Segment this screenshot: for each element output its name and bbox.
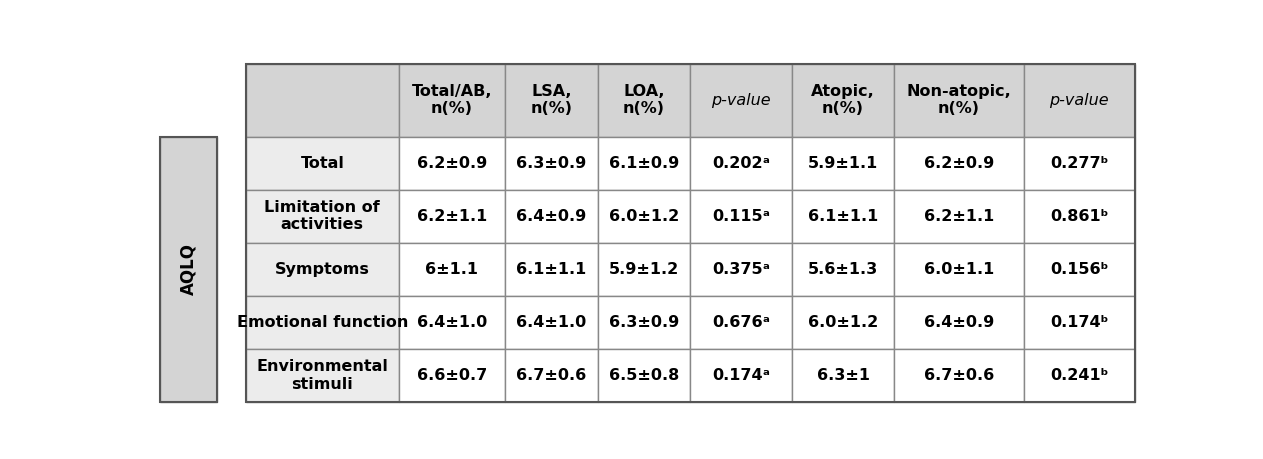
- Bar: [894, 64, 1023, 137]
- Text: 6.0±1.1: 6.0±1.1: [923, 262, 994, 277]
- Bar: [597, 243, 691, 296]
- Bar: [792, 349, 894, 402]
- Bar: [399, 296, 505, 349]
- Bar: [597, 190, 691, 243]
- Bar: [505, 349, 597, 402]
- Bar: [691, 64, 792, 137]
- Bar: [505, 296, 597, 349]
- Text: 0.277ᵇ: 0.277ᵇ: [1050, 156, 1109, 171]
- Text: 5.9±1.2: 5.9±1.2: [609, 262, 679, 277]
- Text: 6.4±1.0: 6.4±1.0: [517, 315, 586, 330]
- Bar: [399, 137, 505, 190]
- Text: 0.861ᵇ: 0.861ᵇ: [1050, 209, 1109, 224]
- Bar: [1023, 137, 1134, 190]
- Bar: [246, 137, 399, 190]
- Bar: [894, 190, 1023, 243]
- Bar: [691, 190, 792, 243]
- Text: 6.2±0.9: 6.2±0.9: [417, 156, 488, 171]
- Text: 6.4±0.9: 6.4±0.9: [923, 315, 994, 330]
- Bar: [792, 190, 894, 243]
- Text: LOA,
n(%): LOA, n(%): [623, 84, 666, 117]
- Text: 6.7±0.6: 6.7±0.6: [923, 368, 994, 383]
- Text: 6.3±1: 6.3±1: [817, 368, 870, 383]
- Bar: [1023, 190, 1134, 243]
- Bar: [399, 190, 505, 243]
- Bar: [597, 64, 691, 137]
- Text: 0.676ᵃ: 0.676ᵃ: [712, 315, 770, 330]
- Bar: [160, 137, 217, 402]
- Text: 0.202ᵃ: 0.202ᵃ: [712, 156, 770, 171]
- Bar: [597, 349, 691, 402]
- Text: Non-atopic,
n(%): Non-atopic, n(%): [907, 84, 1012, 117]
- Bar: [246, 349, 399, 402]
- Bar: [894, 349, 1023, 402]
- Text: 6.3±0.9: 6.3±0.9: [517, 156, 586, 171]
- Text: p-value: p-value: [1050, 93, 1109, 108]
- Bar: [792, 243, 894, 296]
- Text: 6.6±0.7: 6.6±0.7: [417, 368, 488, 383]
- Bar: [691, 296, 792, 349]
- Bar: [894, 137, 1023, 190]
- Text: Symptoms: Symptoms: [275, 262, 370, 277]
- Bar: [246, 64, 399, 137]
- Text: 6.0±1.2: 6.0±1.2: [609, 209, 679, 224]
- Text: Total/AB,
n(%): Total/AB, n(%): [412, 84, 493, 117]
- Text: 6.1±1.1: 6.1±1.1: [517, 262, 586, 277]
- Text: Limitation of
activities: Limitation of activities: [264, 200, 380, 233]
- Text: 6.1±0.9: 6.1±0.9: [609, 156, 679, 171]
- Bar: [246, 243, 399, 296]
- Text: Atopic,
n(%): Atopic, n(%): [811, 84, 875, 117]
- Bar: [894, 243, 1023, 296]
- Bar: [691, 137, 792, 190]
- Bar: [691, 243, 792, 296]
- Text: p-value: p-value: [711, 93, 772, 108]
- Text: 6.2±1.1: 6.2±1.1: [417, 209, 488, 224]
- Text: 0.241ᵇ: 0.241ᵇ: [1050, 368, 1109, 383]
- Text: 0.375ᵃ: 0.375ᵃ: [712, 262, 770, 277]
- Text: 6.7±0.6: 6.7±0.6: [517, 368, 586, 383]
- Bar: [1023, 243, 1134, 296]
- Bar: [505, 243, 597, 296]
- Text: 6.3±0.9: 6.3±0.9: [609, 315, 679, 330]
- Text: 6±1.1: 6±1.1: [426, 262, 479, 277]
- Bar: [505, 64, 597, 137]
- Text: AQLQ: AQLQ: [179, 243, 197, 296]
- Text: Environmental
stimuli: Environmental stimuli: [256, 359, 388, 392]
- Bar: [246, 296, 399, 349]
- Text: 6.2±0.9: 6.2±0.9: [923, 156, 994, 171]
- Text: Emotional function: Emotional function: [236, 315, 408, 330]
- Bar: [505, 137, 597, 190]
- Text: 6.4±1.0: 6.4±1.0: [417, 315, 488, 330]
- Text: Total: Total: [301, 156, 345, 171]
- Text: 0.174ᵃ: 0.174ᵃ: [712, 368, 770, 383]
- Bar: [1023, 64, 1134, 137]
- Bar: [505, 190, 597, 243]
- Text: 0.156ᵇ: 0.156ᵇ: [1050, 262, 1109, 277]
- Bar: [246, 190, 399, 243]
- Bar: [792, 137, 894, 190]
- Bar: [160, 137, 217, 402]
- Bar: [1023, 349, 1134, 402]
- Bar: [792, 296, 894, 349]
- Text: 0.174ᵇ: 0.174ᵇ: [1050, 315, 1109, 330]
- Bar: [399, 349, 505, 402]
- Text: 6.2±1.1: 6.2±1.1: [923, 209, 994, 224]
- Bar: [399, 64, 505, 137]
- Text: 6.1±1.1: 6.1±1.1: [808, 209, 878, 224]
- Bar: [894, 296, 1023, 349]
- Text: LSA,
n(%): LSA, n(%): [530, 84, 572, 117]
- Bar: [792, 64, 894, 137]
- Text: 0.115ᵃ: 0.115ᵃ: [712, 209, 770, 224]
- Bar: [597, 296, 691, 349]
- Bar: [399, 243, 505, 296]
- Text: 6.0±1.2: 6.0±1.2: [808, 315, 878, 330]
- Bar: [1023, 296, 1134, 349]
- Text: 6.4±0.9: 6.4±0.9: [517, 209, 586, 224]
- Text: 6.5±0.8: 6.5±0.8: [609, 368, 679, 383]
- Text: 5.9±1.1: 5.9±1.1: [808, 156, 878, 171]
- Bar: [691, 349, 792, 402]
- Text: 5.6±1.3: 5.6±1.3: [808, 262, 878, 277]
- Bar: [597, 137, 691, 190]
